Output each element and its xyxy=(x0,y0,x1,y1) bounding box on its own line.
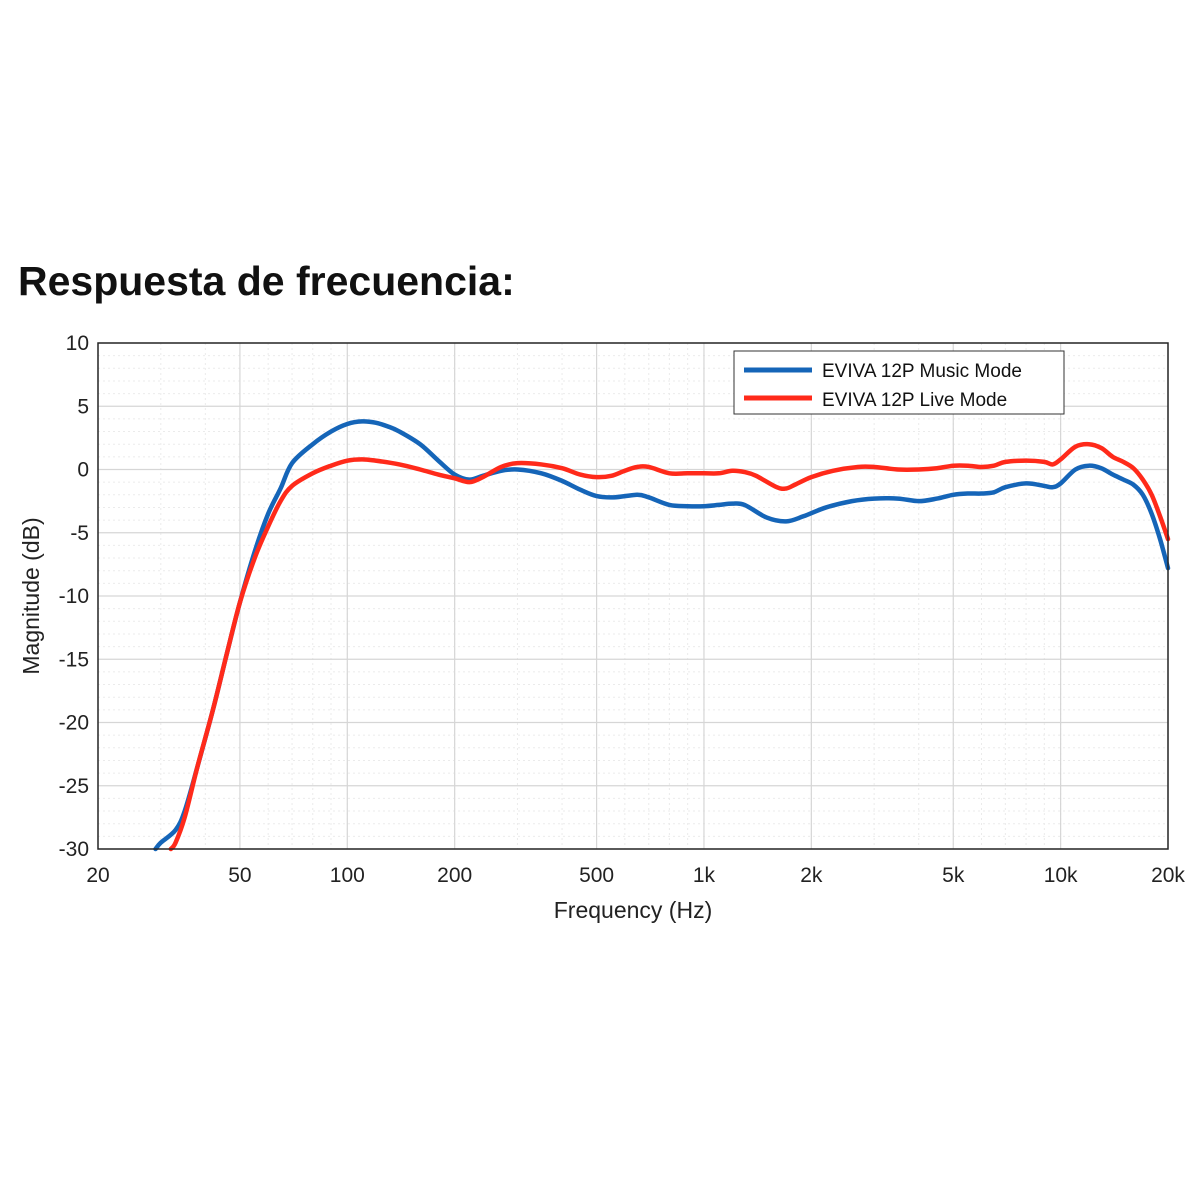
series-line-live-mode xyxy=(168,441,1171,852)
y-axis-label: Magnitude (dB) xyxy=(18,517,44,674)
y-tick-label: -30 xyxy=(59,838,89,861)
x-tick-label: 50 xyxy=(228,864,251,887)
series-line-music-mode xyxy=(153,419,1171,852)
y-tick-label: -20 xyxy=(59,712,89,735)
x-axis-label: Frequency (Hz) xyxy=(554,897,712,923)
y-tick-label: -15 xyxy=(59,648,89,671)
x-tick-label: 10k xyxy=(1044,864,1078,887)
x-tick-label: 1k xyxy=(693,864,716,887)
x-tick-label: 200 xyxy=(437,864,472,887)
y-tick-label: 0 xyxy=(77,459,89,482)
page-title: Respuesta de frecuencia: xyxy=(18,258,515,304)
x-tick-label: 20 xyxy=(86,864,109,887)
plot-frame xyxy=(97,342,1169,850)
legend-entry-music: EVIVA 12P Music Mode xyxy=(822,361,1022,382)
x-tick-labels: 20 50 100 200 500 1k 2k 5k 10k 20k xyxy=(86,864,1185,887)
series-layer xyxy=(153,419,1171,852)
x-tick-label: 2k xyxy=(800,864,823,887)
legend-box xyxy=(733,350,1065,415)
y-tick-label: 5 xyxy=(77,395,89,418)
legend: EVIVA 12P Music Mode EVIVA 12P Live Mode xyxy=(733,350,1065,415)
y-tick-labels: 10 5 0 -5 -10 -15 -20 -25 -30 xyxy=(59,332,89,861)
y-tick-label: -10 xyxy=(59,585,89,608)
y-tick-label: -5 xyxy=(70,522,89,545)
x-tick-label: 20k xyxy=(1151,864,1185,887)
y-tick-label: 10 xyxy=(66,332,89,355)
x-tick-label: 500 xyxy=(579,864,614,887)
x-tick-label: 100 xyxy=(330,864,365,887)
legend-entry-live: EVIVA 12P Live Mode xyxy=(822,390,1007,411)
x-tick-label: 5k xyxy=(942,864,965,887)
y-tick-label: -25 xyxy=(59,775,89,798)
